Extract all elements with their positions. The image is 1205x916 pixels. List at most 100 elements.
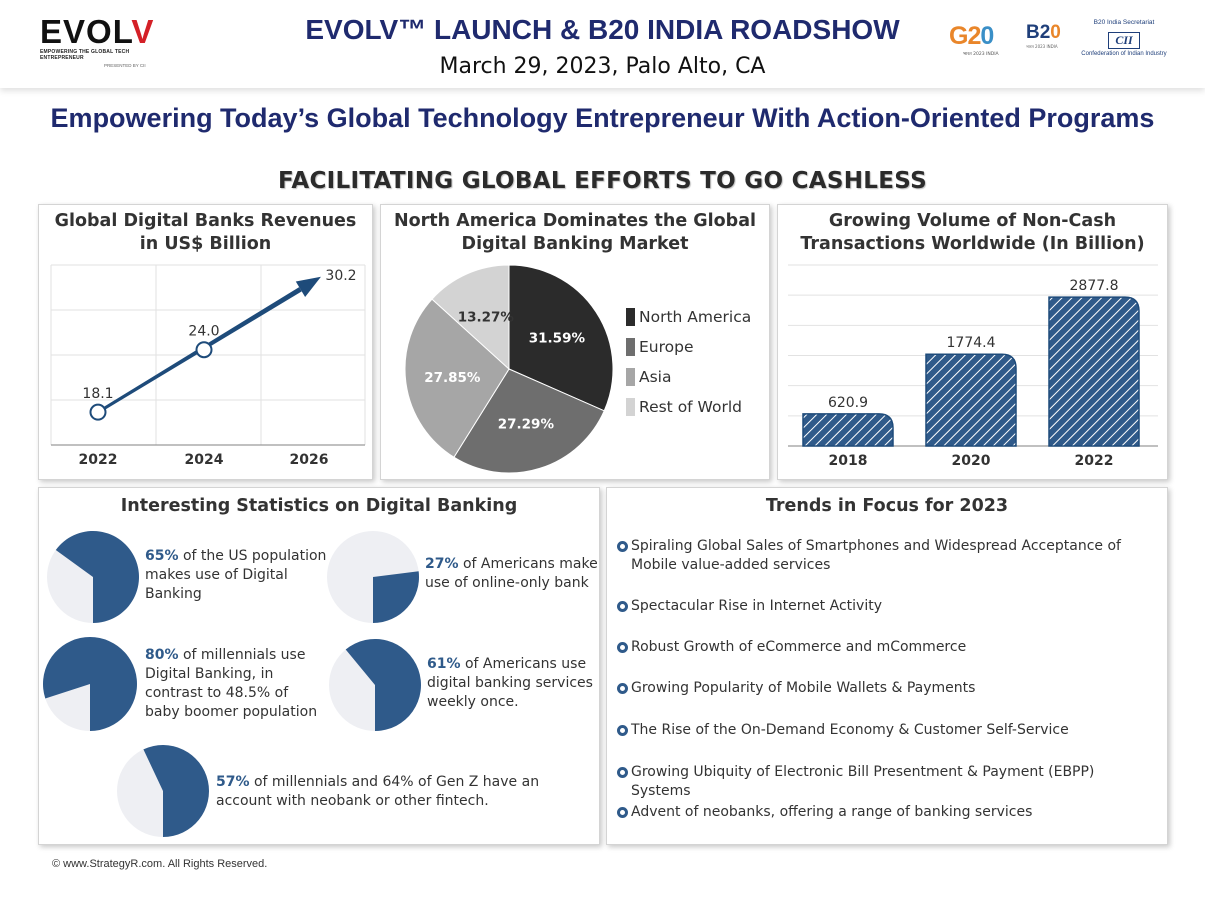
bar: [1048, 296, 1140, 447]
stat-text-4: 61% of Americans use digital banking ser…: [427, 655, 597, 712]
trend-item-1: Spiraling Global Sales of Smartphones an…: [617, 537, 1157, 575]
revenue-chart-title-line1: Global Digital Banks Revenues: [54, 211, 357, 231]
stat-pct-1: 65%: [145, 548, 179, 564]
trend-text: Spiraling Global Sales of Smartphones an…: [631, 538, 1121, 573]
pie-slice: [143, 745, 209, 837]
tagline: Empowering Today’s Global Technology Ent…: [50, 103, 1155, 133]
revenue-line-chart: 18.1 2022 24.0 2024 30.2 2026: [50, 264, 366, 468]
trend-item-5: The Rise of the On-Demand Economy & Cust…: [617, 721, 1157, 740]
market-share-pie-chart: 31.59% 27.29% 27.85% 13.27% North America Eur…: [404, 264, 751, 474]
stat-line: Banking: [145, 586, 202, 602]
cii-logo-mark: CII: [1108, 32, 1140, 49]
transactions-title-line2: Transactions Worldwide (In Billion): [800, 234, 1145, 254]
evolv-logo-tagline: EMPOWERING THE GLOBAL TECH ENTREPRENEUR: [40, 49, 130, 61]
stat-pct-2: 27%: [425, 556, 459, 572]
slice-label: 13.27%: [458, 310, 515, 326]
bullet-icon: [617, 725, 628, 736]
slice-label: 27.29%: [498, 417, 555, 433]
x-tick-label: 2020: [952, 453, 991, 469]
data-point: [89, 403, 107, 421]
legend-swatch: [626, 338, 635, 356]
pie-slice: [55, 531, 139, 623]
transactions-title: Growing Volume of Non-Cash Transactions …: [778, 210, 1167, 256]
stat-pct-5: 57%: [216, 774, 250, 790]
trend-item-4: Growing Popularity of Mobile Wallets & P…: [617, 679, 1157, 698]
stat-pct-4: 61%: [427, 656, 461, 672]
bullet-icon: [617, 642, 628, 653]
market-share-title-line2: Digital Banking Market: [461, 234, 689, 254]
bullet-icon: [617, 601, 628, 612]
stat-line: contrast to 48.5% of: [145, 685, 289, 701]
stat-line: of the US population: [182, 548, 327, 564]
cii-secretariat-label: B20 India Secretariat: [1093, 19, 1155, 26]
section-title: FACILITATING GLOBAL EFFORTS TO GO CASHLE…: [278, 168, 927, 194]
bullet-icon: [617, 683, 628, 694]
x-tick-label: 2026: [290, 452, 329, 468]
bar-value-label: 2877.8: [1070, 278, 1119, 294]
legend-label: North America: [639, 308, 751, 326]
stat-text-1: 65% of the US population makes use of Di…: [145, 547, 345, 604]
revenue-chart-title-line2: in US$ Billion: [139, 234, 272, 254]
transactions-title-line1: Growing Volume of Non-Cash: [828, 211, 1117, 231]
legend-swatch: [626, 398, 635, 416]
market-share-panel: North America Dominates the Global Digit…: [380, 204, 770, 480]
stat-pie-2: [327, 531, 419, 623]
market-share-title: North America Dominates the Global Digit…: [381, 210, 769, 256]
stats-panel: Interesting Statistics on Digital Bankin…: [38, 487, 600, 845]
market-share-title-line1: North America Dominates the Global: [393, 211, 757, 231]
g20-logo: G20 भारत 2023 INDIA: [949, 22, 999, 57]
stat-line: of millennials and 64% of Gen Z have an: [253, 774, 540, 790]
stat-pie-3: [43, 637, 138, 731]
revenue-chart-panel: Global Digital Banks Revenues in US$ Bil…: [38, 204, 373, 480]
pie-slice: [345, 639, 421, 731]
trends-panel: Trends in Focus for 2023 Spiraling Globa…: [606, 487, 1168, 845]
stat-line: digital banking services: [427, 675, 593, 691]
copyright-footer: © www.StrategyR.com. All Rights Reserved…: [52, 858, 268, 870]
pie-slice: [43, 637, 138, 731]
trend-text: Spectacular Rise in Internet Activity: [631, 598, 882, 614]
trend-item-3: Robust Growth of eCommerce and mCommerce: [617, 638, 1157, 657]
legend-swatch: [626, 368, 635, 386]
event-title: EVOLV™ LAUNCH & B20 INDIA ROADSHOW: [305, 14, 900, 45]
x-tick-label: 2022: [1075, 453, 1114, 469]
stat-line: of millennials use: [182, 647, 306, 663]
cii-name: Confederation of Indian Industry: [1081, 51, 1167, 57]
bar-value-label: 1774.4: [947, 335, 996, 351]
b20-logo: B20 भारत 2023 INDIA: [1026, 22, 1061, 49]
data-label: 18.1: [82, 386, 113, 402]
legend-label: Rest of World: [639, 398, 742, 416]
x-tick-label: 2024: [185, 452, 224, 468]
data-label: 24.0: [188, 324, 219, 340]
trends-title: Trends in Focus for 2023: [765, 496, 1009, 516]
stat-text-2: 27% of Americans make use of online-only…: [425, 555, 600, 593]
bullet-icon: [617, 541, 628, 552]
bullet-icon: [617, 767, 628, 778]
stat-pie-1: [47, 531, 139, 623]
transactions-bar-chart: 620.9 2018 1774.4 2020 2877.8 2022: [788, 264, 1158, 469]
stat-text-3: 80% of millennials use Digital Banking, …: [145, 646, 345, 722]
stat-line: weekly once.: [427, 694, 519, 710]
legend-swatch: [626, 308, 635, 326]
data-point: [195, 341, 213, 359]
pie-slice: [404, 298, 510, 458]
stat-line: of Americans use: [464, 656, 587, 672]
bar: [802, 413, 894, 447]
stat-text-5: 57% of millennials and 64% of Gen Z have…: [216, 773, 546, 811]
stat-pct-3: 80%: [145, 647, 179, 663]
stat-line: use of online-only bank: [425, 575, 589, 591]
slice-label: 31.59%: [529, 331, 586, 347]
trend-text: Advent of neobanks, offering a range of …: [631, 804, 1033, 820]
arrowhead: [295, 276, 321, 297]
stat-line: baby boomer population: [145, 704, 318, 720]
trend-item-6: Growing Ubiquity of Electronic Bill Pres…: [617, 763, 1157, 801]
stats-title: Interesting Statistics on Digital Bankin…: [120, 496, 518, 516]
evolv-logo-presented: PRESENTED BY CII: [104, 63, 146, 68]
stat-pie-5: [117, 745, 209, 837]
bar-value-label: 620.9: [828, 395, 868, 411]
trend-text: Robust Growth of eCommerce and mCommerce: [631, 639, 967, 655]
x-tick-label: 2022: [79, 452, 118, 468]
trend-text: Growing Ubiquity of Electronic Bill Pres…: [631, 764, 1095, 799]
stat-line: account with neobank or other fintech.: [216, 793, 489, 809]
stat-line: Digital Banking, in: [145, 666, 274, 682]
slice-label: 27.85%: [424, 370, 481, 386]
